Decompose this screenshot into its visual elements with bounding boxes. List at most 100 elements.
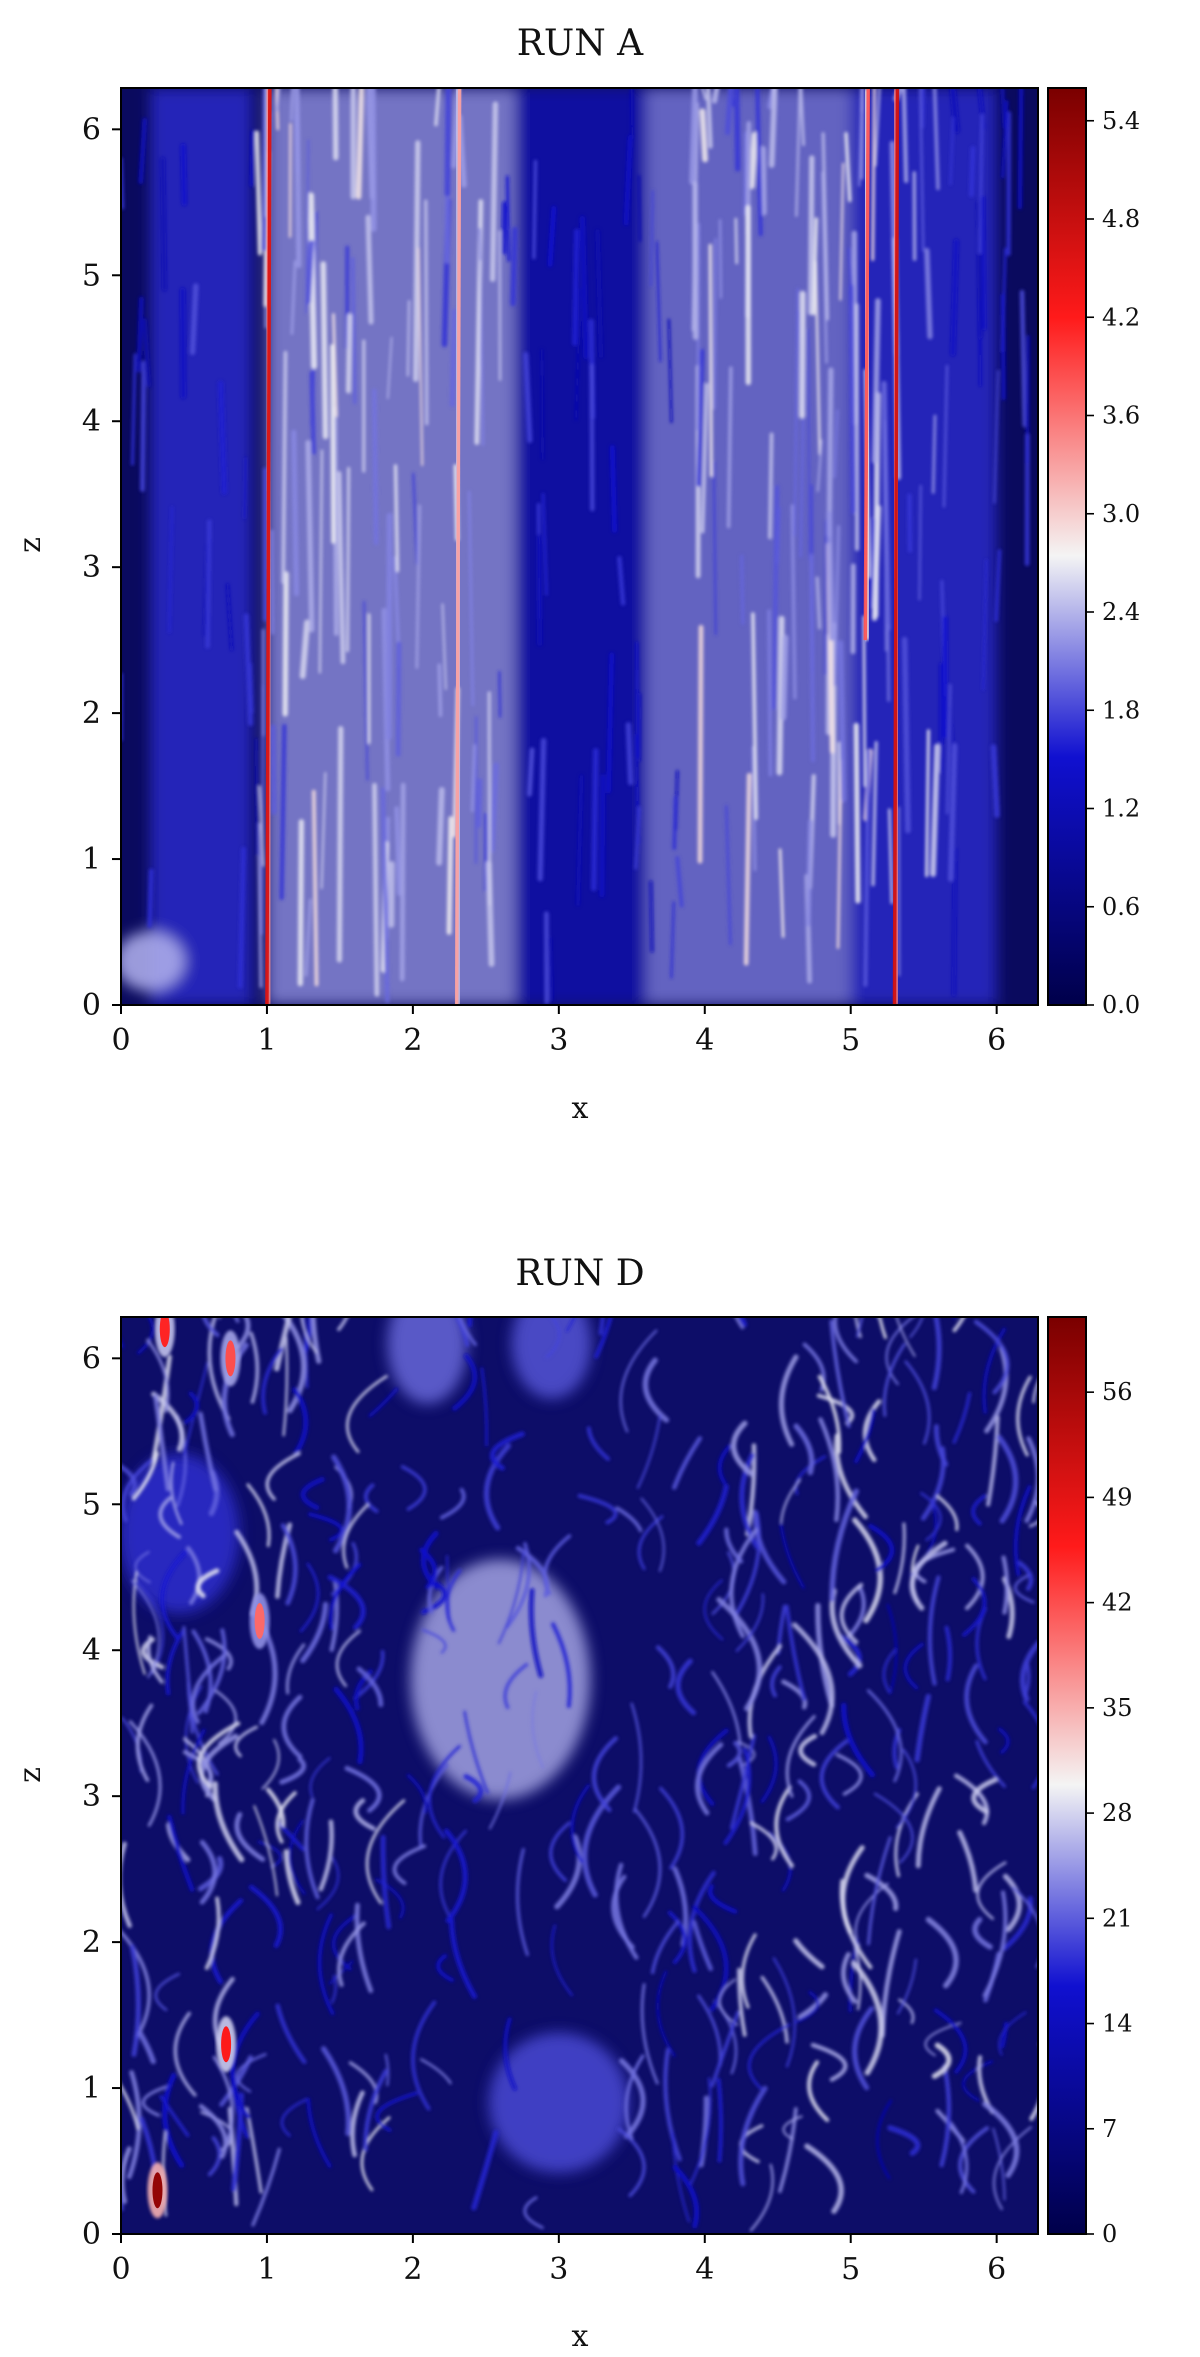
panel-d-xtick-label: 1: [257, 2252, 276, 2287]
panel-a-band: [150, 88, 253, 1005]
panel-d-filament: [384, 2053, 390, 2087]
panel-d-filament: [463, 1774, 484, 1804]
panel-d-filament: [275, 2003, 307, 2064]
panel-d-filament: [235, 1317, 251, 1350]
panel-a-streak: [1000, 247, 1007, 353]
panel-d-filament: [471, 2129, 499, 2211]
panel-a-streak: [809, 553, 815, 763]
panel-a-streak: [381, 607, 391, 792]
panel-a-streak: [860, 88, 865, 180]
panel-d-filament: [489, 1431, 525, 1471]
panel-d-field-streaks: [121, 1317, 1038, 2232]
panel-a-streak: [768, 432, 774, 540]
panel-a-streak: [386, 336, 393, 400]
panel-a-streak: [815, 576, 822, 630]
panel-d-filament: [760, 1975, 789, 2044]
panel-a-streak: [718, 218, 723, 299]
panel-a-streak: [1000, 88, 1007, 129]
panel-d-filament: [886, 1603, 898, 1694]
panel-a-streak: [291, 429, 300, 597]
panel-d-filament: [723, 1746, 752, 1845]
panel-a-streak: [945, 683, 952, 815]
panel-d-filament: [854, 1408, 876, 1464]
panel-d-filament: [153, 1393, 171, 1492]
panel-d-filament: [131, 1451, 159, 1501]
panel-a-streak: [863, 749, 871, 987]
panel-a-ytick-label: 1: [82, 842, 101, 877]
panel-a-streak: [226, 583, 234, 651]
panel-d-filament: [933, 2008, 968, 2074]
panel-a-streak: [689, 88, 699, 185]
panel-a-colorbar-frame: [1047, 87, 1087, 1006]
panel-d-filament: [957, 1830, 979, 1893]
panel-d-filament: [711, 1671, 742, 1746]
panel-d-filament: [876, 2099, 893, 2180]
panel-d-filament: [227, 2106, 239, 2207]
panel-d-filament: [876, 1317, 879, 1319]
panel-d-colorbar-ticks: 0 7 14 21 28 35 42 49 56: [1086, 1378, 1133, 2248]
panel-d-filament: [329, 1578, 339, 1652]
panel-a-streak: [807, 155, 815, 316]
panel-d-filament: [554, 1834, 582, 1910]
panel-d-filament: [306, 2097, 332, 2168]
panel-d-filament: [400, 1465, 427, 1511]
panel-a-streak: [574, 288, 582, 421]
panel-d-filament: [772, 1957, 796, 2068]
panel-d-filament: [427, 1565, 444, 1614]
panel-d-filament: [1017, 1560, 1034, 1591]
panel-d-filament: [348, 2061, 379, 2104]
panel-a-streak: [853, 722, 861, 904]
panel-d-filament: [914, 1693, 931, 1763]
panel-a-colorbar: 0.0 0.6 1.2 1.8 2.4 3.0 3.6 4.2 4.8 5.4: [1047, 87, 1140, 1019]
panel-d-colorbar-tick-label: 7: [1102, 2115, 1117, 2143]
panel-d-filament: [936, 1494, 959, 1532]
panel-a-streak: [599, 774, 606, 898]
panel-a-streak: [305, 139, 310, 314]
panel-a-streak: [821, 171, 828, 364]
panel-d-filament: [895, 1317, 916, 1357]
panel-a-streak: [743, 772, 752, 966]
panel-d-filament: [129, 1944, 141, 2057]
panel-a-streak: [595, 229, 604, 359]
panel-d-filament: [752, 1509, 787, 1585]
panel-a-streak: [320, 772, 327, 890]
panel-d-filament: [667, 1910, 687, 1964]
panel-a-streak: [142, 318, 152, 388]
panel-d-colorbar-tick-label: 35: [1102, 1694, 1133, 1722]
panel-a-streak: [826, 367, 834, 538]
panel-a-streak: [978, 298, 982, 387]
panel-d-filament: [1023, 1661, 1031, 1699]
panel-d-filament: [406, 1773, 428, 1814]
panel-d-filament: [197, 1628, 227, 1715]
panel-d-ytick-label: 4: [82, 1633, 101, 1668]
panel-d-filament: [982, 1327, 1006, 1414]
panel-d-filament: [779, 1478, 802, 1525]
panel-d-filament: [829, 1488, 860, 1602]
panel-d-filament: [261, 1738, 280, 1790]
panel-d-filament: [281, 1694, 303, 1759]
panel-d-filament: [675, 1658, 697, 1716]
panel-a-streak: [871, 298, 881, 464]
panel-d-filament: [454, 1317, 470, 1348]
panel-a-streak: [330, 344, 336, 544]
panel-d-filament: [420, 2058, 452, 2085]
panel-a-streak: [510, 226, 518, 307]
panel-a-streak: [527, 747, 535, 797]
panel-a-streak: [470, 744, 477, 813]
panel-d-frame: [120, 1316, 1039, 2235]
panel-d-filament: [617, 2127, 646, 2198]
panel-d-filament: [663, 2047, 682, 2162]
panel-a-streak: [751, 746, 757, 872]
panel-d-filament: [920, 1446, 946, 1521]
panel-d-filament: [854, 1317, 862, 1339]
panel-d-colorbar-tick-label: 49: [1102, 1483, 1133, 1511]
panel-d-filament: [1016, 1375, 1032, 1457]
panel-d-filament: [214, 1689, 238, 1745]
panel-a-streak: [436, 786, 445, 866]
panel-d-filament: [615, 1506, 643, 1533]
panel-a-streak: [365, 214, 374, 325]
panel-d-filament: [186, 1545, 202, 1605]
panel-d-filament: [134, 1550, 151, 1584]
panel-d-filament: [624, 2054, 645, 2141]
panel-a-streak: [932, 88, 940, 191]
